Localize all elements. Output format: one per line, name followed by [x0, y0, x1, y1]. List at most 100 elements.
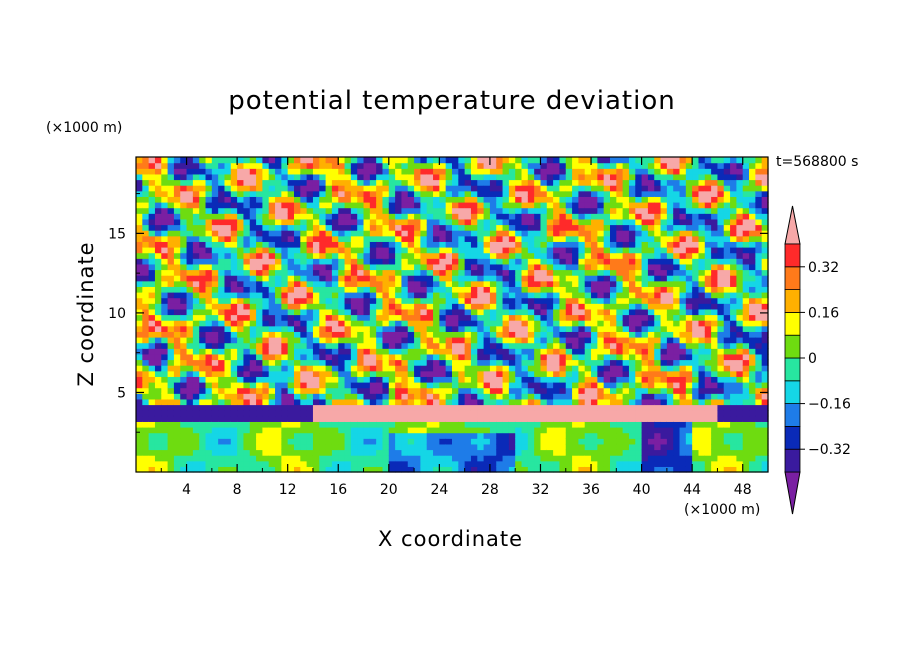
heatmap-cell	[584, 207, 592, 214]
heatmap-cell	[433, 382, 440, 389]
heatmap-cell	[502, 224, 510, 231]
heatmap-cell	[338, 157, 346, 164]
heatmap-cell	[325, 190, 333, 197]
heatmap-cell	[344, 292, 352, 299]
heatmap-cell	[692, 213, 700, 220]
heatmap-cell	[559, 213, 567, 220]
heatmap-cell	[666, 376, 674, 383]
heatmap-cell	[344, 168, 352, 175]
heatmap-cell	[515, 263, 523, 271]
heatmap-cell	[243, 308, 251, 316]
heatmap-cell	[439, 342, 447, 349]
heatmap-cell	[584, 173, 592, 181]
heatmap-cell	[559, 449, 567, 456]
heatmap-cell	[173, 162, 181, 169]
heatmap-cell	[338, 382, 346, 389]
heatmap-cell	[565, 263, 573, 271]
heatmap-cell	[534, 247, 542, 254]
heatmap-cell	[395, 258, 403, 265]
heatmap-cell	[401, 427, 409, 434]
heatmap-cell	[211, 168, 219, 175]
heatmap-cell	[180, 438, 188, 445]
heatmap-cell	[281, 173, 289, 181]
heatmap-cell	[218, 342, 226, 349]
heatmap-cell	[148, 320, 156, 327]
heatmap-cell	[572, 263, 579, 271]
heatmap-cell	[300, 218, 308, 226]
heatmap-cell	[142, 421, 150, 428]
heatmap-cell	[344, 325, 352, 332]
heatmap-cell	[161, 314, 169, 321]
heatmap-cell	[603, 438, 611, 445]
heatmap-cell	[300, 365, 308, 372]
heatmap-cell	[281, 162, 289, 169]
heatmap-cell	[180, 443, 188, 451]
heatmap-cell	[300, 190, 308, 197]
heatmap-cell	[369, 438, 377, 445]
heatmap-cell	[281, 466, 289, 473]
heatmap-cell	[426, 455, 434, 462]
heatmap-cell	[591, 230, 598, 237]
heatmap-cell	[433, 410, 440, 417]
heatmap-cell	[628, 415, 636, 422]
heatmap-cell	[641, 247, 649, 254]
heatmap-cell	[154, 353, 162, 361]
heatmap-cell	[281, 308, 289, 316]
heatmap-cell	[407, 247, 415, 254]
heatmap-cell	[496, 382, 504, 389]
heatmap-cell	[572, 421, 579, 428]
heatmap-cell	[167, 308, 175, 316]
heatmap-cell	[167, 258, 175, 265]
heatmap-cell	[249, 359, 257, 366]
heatmap-cell	[256, 168, 263, 175]
heatmap-cell	[496, 365, 504, 372]
heatmap-cell	[527, 382, 535, 389]
heatmap-cell	[331, 258, 339, 265]
heatmap-cell	[483, 415, 491, 422]
heatmap-cell	[180, 230, 188, 237]
heatmap-cell	[357, 235, 365, 242]
heatmap-cell	[647, 185, 655, 192]
heatmap-cell	[666, 308, 674, 316]
heatmap-cell	[420, 303, 428, 310]
heatmap-cell	[154, 247, 162, 254]
heatmap-cell	[331, 421, 339, 428]
heatmap-cell	[502, 393, 510, 400]
heatmap-cell	[426, 460, 434, 467]
heatmap-cell	[515, 438, 523, 445]
heatmap-cell	[211, 196, 219, 203]
heatmap-cell	[641, 218, 649, 226]
heatmap-cell	[306, 415, 314, 422]
heatmap-cell	[148, 157, 156, 164]
heatmap-cell	[376, 179, 384, 186]
heatmap-cell	[388, 359, 396, 366]
heatmap-cell	[357, 376, 365, 383]
heatmap-cell	[458, 280, 466, 287]
heatmap-cell	[654, 325, 662, 332]
heatmap-cell	[578, 157, 586, 164]
heatmap-cell	[666, 421, 674, 428]
heatmap-cell	[388, 376, 396, 383]
heatmap-cell	[407, 455, 415, 462]
heatmap-cell	[597, 449, 605, 456]
heatmap-cell	[527, 359, 535, 366]
heatmap-cell	[477, 314, 485, 321]
heatmap-cell	[559, 376, 567, 383]
heatmap-cell	[426, 466, 434, 473]
heatmap-cell	[647, 275, 655, 282]
heatmap-cell	[616, 415, 624, 422]
heatmap-cell	[211, 297, 219, 304]
heatmap-cell	[641, 398, 649, 406]
heatmap-cell	[470, 365, 478, 372]
heatmap-cell	[300, 179, 308, 186]
heatmap-cell	[142, 157, 150, 164]
heatmap-cell	[521, 438, 529, 445]
heatmap-cell	[407, 308, 415, 316]
heatmap-cell	[173, 387, 181, 394]
heatmap-cell	[622, 365, 630, 372]
heatmap-cell	[559, 247, 567, 254]
heatmap-cell	[673, 331, 681, 338]
heatmap-cell	[635, 286, 643, 293]
heatmap-cell	[186, 196, 194, 203]
heatmap-cell	[685, 275, 693, 282]
